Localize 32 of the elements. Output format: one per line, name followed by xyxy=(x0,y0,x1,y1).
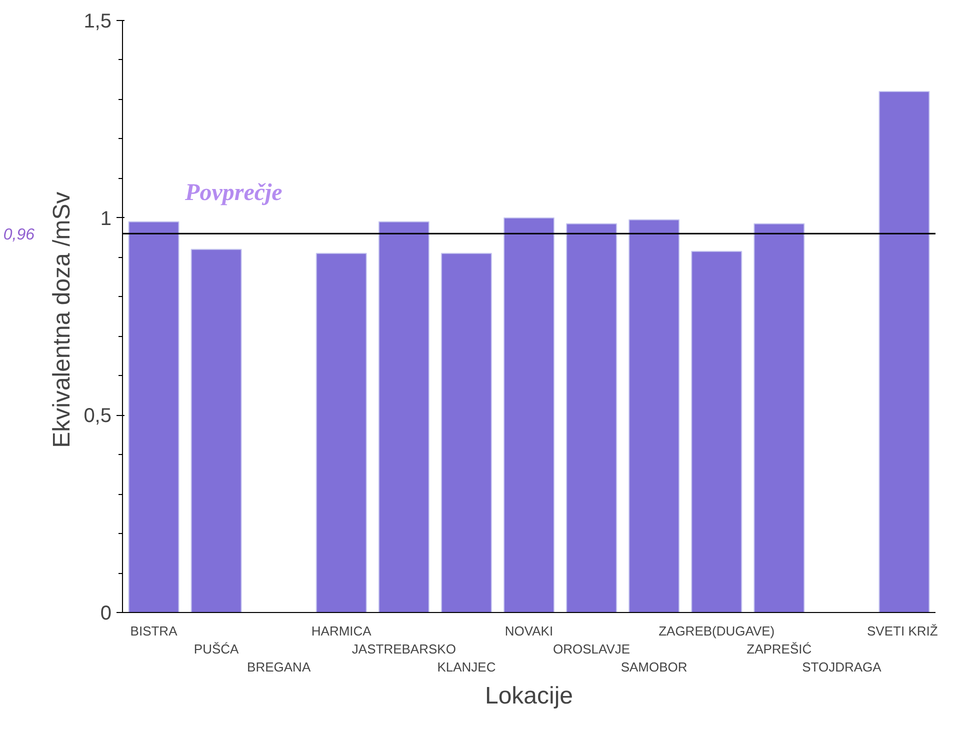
x-tick-label: NOVAKI xyxy=(504,624,554,638)
bar xyxy=(566,223,618,612)
x-tick-label: ZAPREŠIĆ xyxy=(746,642,812,656)
y-axis-title: Ekvivalentna doza /mSv xyxy=(48,192,76,448)
x-tick-label: BISTRA xyxy=(130,624,178,638)
x-tick-label: KLANJEC xyxy=(437,660,496,674)
bar xyxy=(628,219,680,612)
x-tick-label: STOJDRAGA xyxy=(802,660,882,674)
x-tick-label: SVETI KRIŽ xyxy=(867,624,938,638)
y-tick-label: 1,5 xyxy=(84,10,112,32)
x-axis-title: Lokacije xyxy=(484,682,574,710)
x-tick-label: HARMICA xyxy=(311,624,372,638)
bar xyxy=(754,223,805,612)
ref-line-label: Povprečje xyxy=(184,180,283,206)
bar xyxy=(190,248,242,612)
bar xyxy=(128,221,180,612)
y-tick-label: 0,5 xyxy=(84,405,112,428)
bar xyxy=(691,250,742,612)
x-tick-label: OROSLAVJE xyxy=(553,642,630,656)
bar xyxy=(503,217,555,612)
y-tick-label: 0 xyxy=(100,602,112,624)
x-tick-label: ZAGREB(DUGAVE) xyxy=(658,624,775,638)
x-tick-label: PUŠĆA xyxy=(194,642,240,656)
x-tick-label: SAMOBOR xyxy=(620,660,688,674)
bar xyxy=(878,91,930,612)
bar xyxy=(378,221,430,612)
y-tick-label: 1 xyxy=(100,208,112,230)
bar xyxy=(316,252,367,612)
x-tick-label: BREGANA xyxy=(247,660,311,674)
text: 0,96 xyxy=(3,226,35,244)
x-tick-label: JASTREBARSKO xyxy=(352,642,456,656)
bar xyxy=(440,252,492,612)
